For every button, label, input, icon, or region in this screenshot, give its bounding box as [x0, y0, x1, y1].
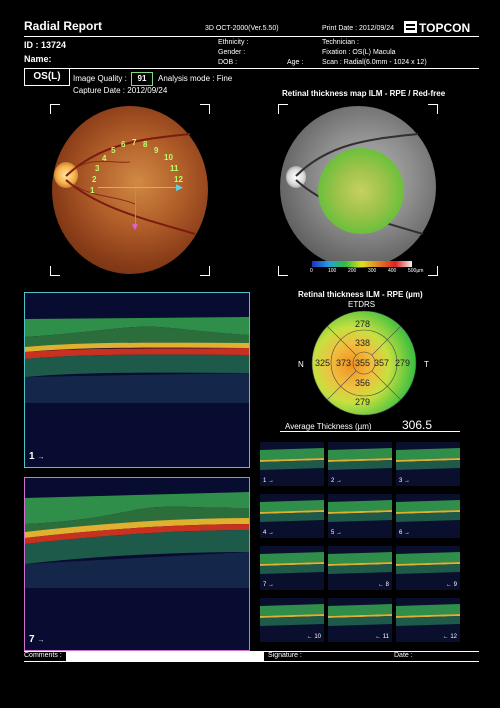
scan-number-2: 2: [92, 175, 97, 184]
patient-name: Name:: [24, 54, 52, 64]
thumb-scan-1[interactable]: 1 →: [260, 442, 324, 486]
thumb-scan-5[interactable]: 5 →: [328, 494, 392, 538]
arrow-right-icon: ▶: [176, 182, 183, 192]
scan-number-10: 10: [164, 153, 173, 162]
scan-7-label: 7 →: [29, 634, 45, 645]
fundus-color-photo: ▼ ▶ 1 2 3 4 5 6 7 8 9 10 11 12: [50, 104, 210, 276]
etdrs-temporal-label: T: [424, 360, 429, 369]
scan-number-12: 12: [174, 175, 183, 184]
etdrs-grid: 278 325 279 279 338 373 355 357 356: [311, 310, 417, 416]
brand-text: TOPCON: [419, 21, 470, 34]
etdrs-title: Retinal thickness ILM - RPE (µm): [298, 290, 423, 299]
footer-divider: [24, 651, 479, 652]
scan-pattern: Scan : Radial(6.0mm - 1024 x 12): [322, 59, 427, 66]
signature-label: Signature :: [268, 652, 302, 659]
avg-thickness-value: 306.5: [402, 418, 433, 432]
scan-number-6: 6: [121, 140, 126, 149]
etdrs-subtitle: ETDRS: [348, 300, 376, 309]
scan-number-7: 7: [132, 138, 137, 147]
fixation: Fixation : OS(L) Macula: [322, 49, 396, 56]
scan-1-label: 1 →: [29, 451, 45, 462]
eye-badge: OS(L): [24, 68, 70, 86]
scan-number-3: 3: [95, 164, 100, 173]
scan-number-5: 5: [111, 146, 116, 155]
scan-number-9: 9: [154, 146, 159, 155]
thumb-scan-7[interactable]: 7 →: [260, 546, 324, 590]
horizontal-scan-line: [98, 187, 180, 188]
header-divider-2: [24, 68, 479, 69]
comments-label: Comments :: [24, 652, 62, 659]
etdrs-inner-superior: 338: [355, 338, 371, 348]
etdrs-inner-temporal: 357: [374, 358, 390, 368]
device-version: 3D OCT-2000(Ver.5.50): [205, 25, 279, 32]
avg-divider: [280, 431, 460, 432]
scale-ticks: 0 100 200 300 400 500µm: [310, 268, 424, 274]
thumb-scan-8[interactable]: ← 8: [328, 546, 392, 590]
header-divider: [24, 36, 479, 37]
gender: Gender :: [218, 49, 246, 56]
date-label: Date :: [394, 652, 413, 659]
thickness-map-title: Retinal thickness map ILM - RPE / Red-fr…: [282, 89, 446, 98]
image-quality-value: 91: [131, 72, 153, 86]
etdrs-outer-inferior: 279: [355, 397, 371, 407]
thumb-scan-10[interactable]: ← 10: [260, 598, 324, 642]
scan-number-8: 8: [143, 140, 148, 149]
image-quality-label: Image Quality :: [73, 74, 127, 83]
footer-divider-2: [24, 661, 479, 662]
report-title: Radial Report: [24, 19, 103, 33]
etdrs-outer-temporal: 279: [395, 358, 411, 368]
topcon-logo: TOPCON: [404, 20, 478, 35]
technician: Technician :: [322, 39, 359, 46]
etdrs-inner-inferior: 356: [355, 378, 371, 388]
oct-scan-1: 1 →: [24, 292, 250, 468]
ethnicity: Ethnicity :: [218, 39, 249, 46]
oct-scan-7: 7 →: [24, 477, 250, 651]
analysis-mode: Analysis mode : Fine: [158, 74, 233, 83]
thumb-scan-4[interactable]: 4 →: [260, 494, 324, 538]
thumb-scan-11[interactable]: ← 11: [328, 598, 392, 642]
etdrs-center: 355: [355, 358, 371, 368]
scan-number-4: 4: [102, 154, 107, 163]
thumb-scan-3[interactable]: 3 →: [396, 442, 460, 486]
thickness-map-redfree: 0 100 200 300 400 500µm: [278, 104, 438, 276]
comments-field[interactable]: [66, 652, 264, 661]
patient-id: ID : 13724: [24, 40, 67, 50]
print-date: Print Date : 2012/09/24: [322, 25, 394, 32]
vertical-scan-line: [135, 184, 136, 228]
etdrs-inner-nasal: 373: [336, 358, 352, 368]
avg-thickness-label: Average Thickness (µm): [285, 422, 372, 431]
capture-date: Capture Date : 2012/09/24: [73, 86, 168, 95]
thumb-scan-2[interactable]: 2 →: [328, 442, 392, 486]
scan-number-11: 11: [170, 164, 179, 173]
etdrs-outer-superior: 278: [355, 319, 371, 329]
age: Age :: [287, 59, 304, 66]
dob: DOB :: [218, 59, 238, 66]
thumb-scan-6[interactable]: 6 →: [396, 494, 460, 538]
thumb-scan-9[interactable]: ← 9: [396, 546, 460, 590]
arrow-down-icon: ▼: [130, 222, 140, 233]
scan-thumbnails: 1 → 2 → 3 → 4 → 5 → 6 → 7 → ← 8 ← 9 ← 10…: [258, 440, 464, 650]
scan-number-1: 1: [90, 186, 95, 195]
thumb-scan-12[interactable]: ← 12: [396, 598, 460, 642]
etdrs-outer-nasal: 325: [315, 358, 331, 368]
thickness-color-scale: [312, 261, 412, 267]
etdrs-nasal-label: N: [298, 360, 304, 369]
